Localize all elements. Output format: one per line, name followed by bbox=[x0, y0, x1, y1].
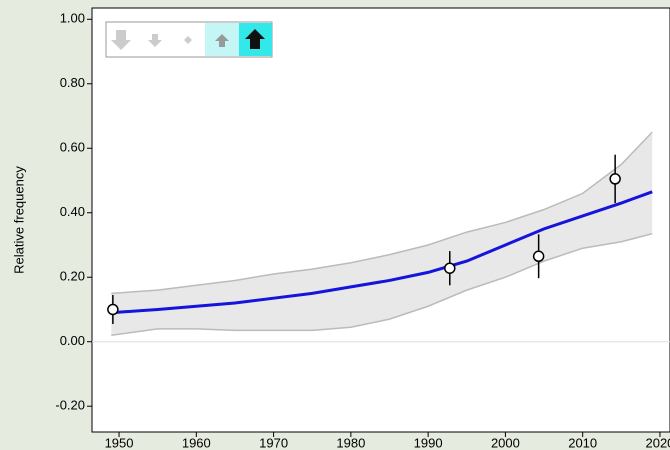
data-point bbox=[532, 250, 545, 263]
plot-layer bbox=[92, 131, 670, 343]
toolbar bbox=[105, 21, 273, 58]
y-tick-label: 0.80 bbox=[60, 75, 85, 90]
y-tick-label: 0.00 bbox=[60, 333, 85, 348]
band-lower-edge bbox=[111, 232, 653, 337]
x-tick-label: 2010 bbox=[568, 435, 597, 450]
y-tick-label: -0.20 bbox=[55, 398, 85, 413]
button-big-down[interactable] bbox=[111, 30, 131, 50]
y-tick-label: 0.20 bbox=[60, 269, 85, 284]
y-tick-label: 0.60 bbox=[60, 140, 85, 155]
x-tick-label: 1980 bbox=[336, 435, 365, 450]
button-down[interactable] bbox=[148, 34, 162, 47]
x-tick-label: 1950 bbox=[105, 435, 134, 450]
data-point bbox=[107, 303, 119, 316]
x-tick-label: 1970 bbox=[259, 435, 288, 450]
button-big-up[interactable] bbox=[245, 29, 265, 49]
mean-line bbox=[111, 190, 653, 315]
y-axis-label: Relative frequency bbox=[11, 166, 26, 274]
x-tick-label: 1960 bbox=[182, 435, 211, 450]
button-up[interactable] bbox=[215, 34, 229, 47]
data-point bbox=[444, 262, 456, 274]
x-tick-label: 2000 bbox=[491, 435, 520, 450]
y-tick-label: 1.00 bbox=[60, 11, 85, 26]
data-point bbox=[609, 173, 621, 185]
button-neutral[interactable] bbox=[184, 36, 192, 44]
x-tick-label: 2020 bbox=[645, 435, 670, 450]
x-tick-label: 1990 bbox=[414, 435, 443, 450]
confidence-band bbox=[111, 132, 653, 336]
y-tick-label: 0.40 bbox=[60, 204, 85, 219]
band-upper-edge bbox=[111, 131, 653, 295]
